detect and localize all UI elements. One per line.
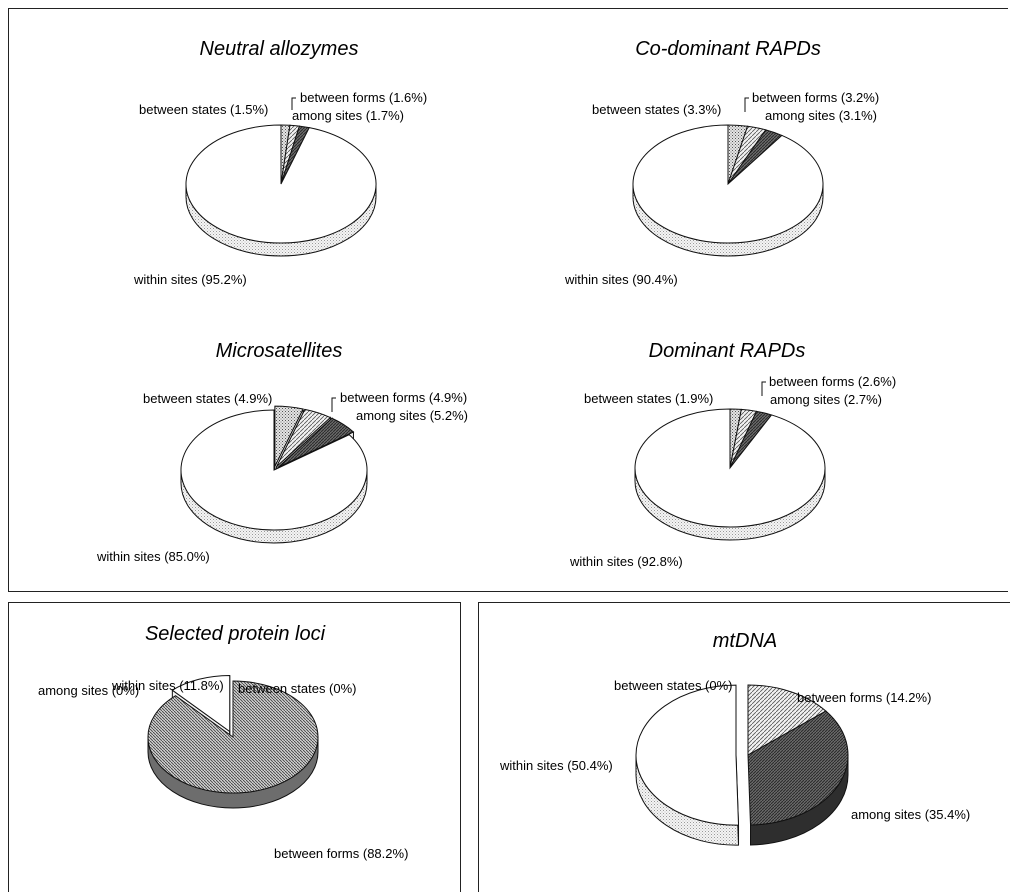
pie-1-label-between-states: between states (1.5%) [139,102,268,117]
pie-3-leader-line [331,397,336,412]
pie-1-title: Neutral allozymes [200,38,359,60]
pie-3-label-between-forms: between forms (4.9%) [340,390,467,405]
pie-6-title: mtDNA [713,630,777,652]
pie-3-label-among-sites: among sites (5.2%) [356,408,468,423]
pie-5-label-between-states: between states (0%) [238,681,357,696]
top-panel-frame [8,8,1008,592]
pie-2-slice-3 [632,124,824,244]
pie-2-label-between-forms: between forms (3.2%) [752,90,879,105]
pie-4-leader-line [761,381,766,396]
pie-5-title: Selected protein loci [145,623,326,645]
bottom-left-panel-frame [8,602,461,892]
pie-1-label-among-sites: among sites (1.7%) [292,108,404,123]
pie-3-slices [180,405,368,544]
pie-5-slices [147,674,319,809]
pie-3-label-between-states: between states (4.9%) [143,391,272,406]
pie-6-label-between-forms: between forms (14.2%) [797,690,931,705]
pie-5-label-between-forms: between forms (88.2%) [274,846,408,861]
pie-1-slice-3 [185,124,377,244]
pie-1-label-between-forms: between forms (1.6%) [300,90,427,105]
pie-4-label-between-forms: between forms (2.6%) [769,374,896,389]
pie-3-title: Microsatellites [216,340,343,362]
pie-2-leader-line [744,97,749,112]
pie-2-label-within-sites: within sites (90.4%) [564,272,678,287]
pie-3-label-within-sites: within sites (85.0%) [96,549,210,564]
pie-6-slice-1 [747,684,827,756]
pie-5-label-within-sites: within sites (11.8%) [111,678,224,693]
pie-4-label-within-sites: within sites (92.8%) [569,554,683,569]
pie-4-label-among-sites: among sites (2.7%) [770,392,882,407]
pie-5-label-among-sites: among sites (0%) [38,683,139,698]
pie-6-slice-2 [747,710,849,826]
pie-1-leader-line [291,97,296,110]
pie-3-slice-2 [277,417,355,468]
pie-6-label-within-sites: within sites (50.4%) [499,758,613,773]
pie-4-title: Dominant RAPDs [649,340,806,362]
pie-6-slice-3 [635,684,740,826]
pie-4-label-between-states: between states (1.9%) [584,391,713,406]
pie-1-slices [185,124,377,257]
pie-6-slices [635,684,849,846]
pie-2-label-between-states: between states (3.3%) [592,102,721,117]
pie-2-label-among-sites: among sites (3.1%) [765,108,877,123]
pie-5-slice-3 [171,674,231,733]
pie-3-slice-1 [276,408,332,467]
bottom-right-panel-frame [478,602,1010,892]
pie-3-slice-0 [274,405,304,467]
pie-3-slice-3 [180,409,368,531]
pie-6-label-between-states: between states (0%) [614,678,733,693]
pie-4-slices [634,408,826,541]
pie-4-slice-3 [634,408,826,528]
pie-5-slice-1 [147,680,319,794]
pie-1-label-within-sites: within sites (95.2%) [133,272,247,287]
pie-2-title: Co-dominant RAPDs [635,38,821,60]
pie-6-label-among-sites: among sites (35.4%) [851,807,970,822]
pie-2-slices [632,124,824,257]
